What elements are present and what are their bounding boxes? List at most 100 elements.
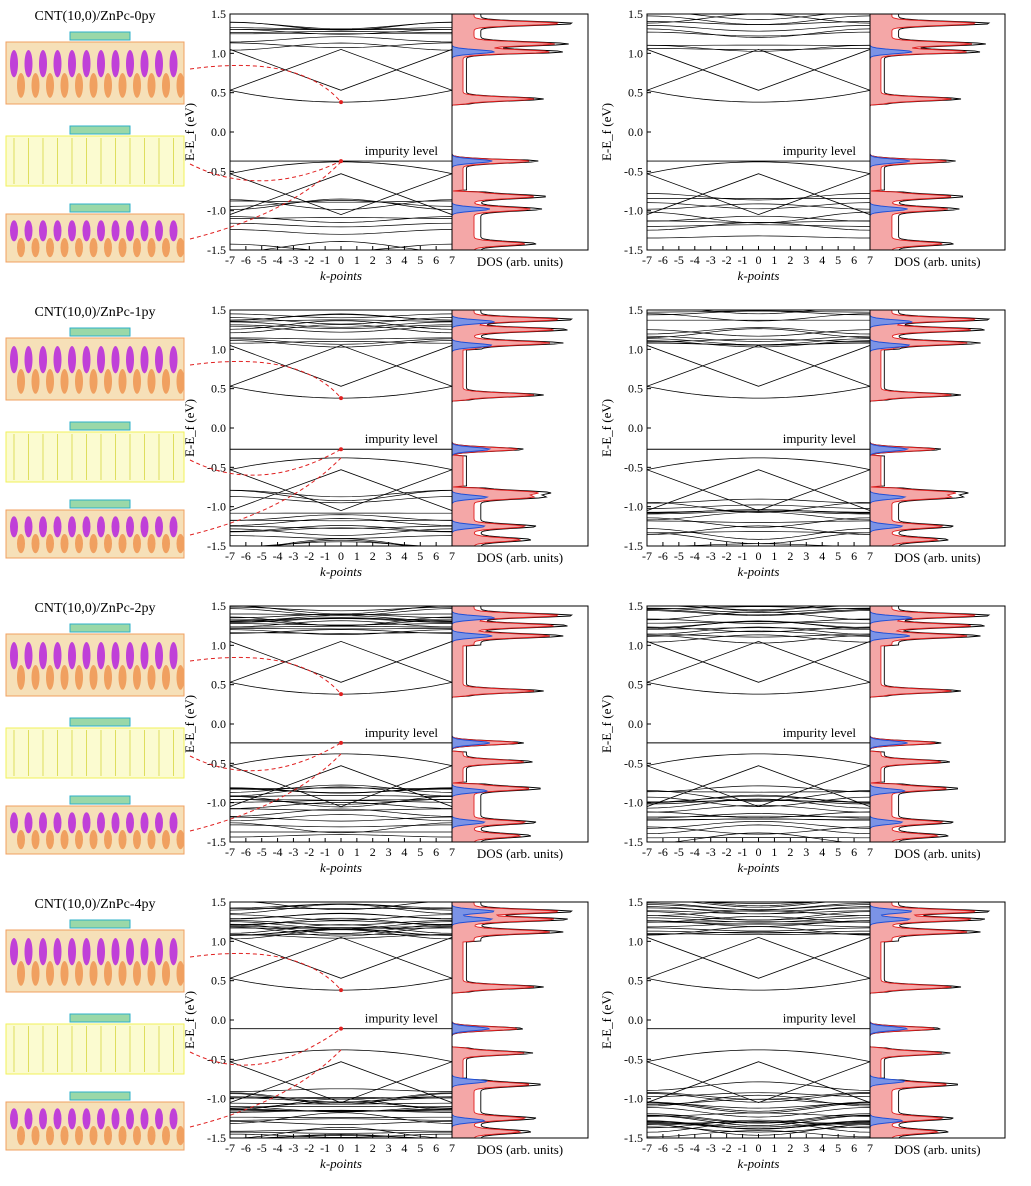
- x-tick-label: -1: [320, 549, 330, 563]
- y-tick-label: -0.5: [207, 756, 226, 770]
- panel-2-spin-up: 1.5 1.0 0.5 0.0 -0.5 -1.0 -1.5 E-E_f (eV) -7 -6 -5…: [5, 303, 589, 579]
- dense-band: [647, 933, 870, 936]
- x-tick-label: 6: [433, 253, 439, 267]
- dense-band: [230, 489, 452, 498]
- dense-band: [230, 795, 452, 797]
- x-tick-label: -3: [288, 549, 298, 563]
- dense-band: [230, 617, 452, 622]
- x-tick-label: 7: [867, 1141, 873, 1155]
- dense-band: [647, 1114, 870, 1124]
- x-tick-label: 3: [386, 1141, 392, 1155]
- x-tick-label: 2: [370, 1141, 376, 1155]
- y-axis-label: E-E_f (eV): [182, 399, 197, 457]
- y-tick-label: 1.0: [211, 46, 226, 60]
- molecular-structure-images: [5, 919, 185, 1151]
- dense-band: [230, 1109, 452, 1113]
- y-axis-label: E-E_f (eV): [182, 103, 197, 161]
- dense-band: [250, 541, 432, 546]
- dense-band: [230, 926, 452, 937]
- orbital-lobe: [104, 830, 112, 850]
- znpc-molecule: [69, 919, 131, 929]
- crossing-band: [230, 765, 452, 808]
- total-dos-outline: [870, 14, 991, 250]
- dense-band: [647, 1122, 870, 1130]
- total-dos-outline: [452, 310, 574, 546]
- orbital-lobe: [82, 50, 91, 78]
- x-tick-label: -2: [304, 549, 314, 563]
- y-tick-label: -1.0: [624, 1092, 643, 1106]
- x-tick-label: -4: [273, 253, 283, 267]
- dense-band: [647, 634, 870, 643]
- dense-band: [230, 1131, 452, 1134]
- dense-band: [230, 795, 452, 808]
- orbital-lobe: [169, 812, 178, 834]
- orbital-lobe: [104, 1126, 112, 1146]
- orbital-lobe: [60, 665, 69, 690]
- x-tick-label: -1: [738, 549, 748, 563]
- impurity-marker: [339, 159, 343, 164]
- y-tick-label: -0.5: [624, 164, 643, 178]
- pdos-blue: [870, 310, 913, 546]
- x-tick-label: 5: [835, 1141, 841, 1155]
- orbital-lobe: [10, 220, 18, 242]
- impurity-level-annotation: impurity level: [365, 431, 439, 446]
- orbital-lobe: [60, 961, 69, 986]
- dense-band: [647, 796, 870, 807]
- orbital-lobe: [75, 830, 83, 850]
- dense-band: [647, 528, 870, 540]
- x-tick-label: 5: [417, 253, 423, 267]
- x-tick-label: 0: [338, 253, 344, 267]
- dense-band: [647, 811, 870, 819]
- dos-axes-frame: [869, 901, 1006, 1139]
- y-tick-label: -1.5: [624, 835, 643, 849]
- orbital-lobe: [140, 50, 149, 78]
- dense-band: [647, 328, 870, 338]
- orbital-lobe: [53, 938, 62, 966]
- structure-title: CNT(10,0)/ZnPc-4py: [35, 897, 156, 912]
- pdos-blue: [452, 14, 495, 250]
- dense-band: [647, 799, 870, 805]
- dense-band: [230, 787, 452, 790]
- dense-band: [230, 527, 452, 533]
- y-tick-label: -1.0: [624, 500, 643, 514]
- dense-band: [230, 613, 452, 619]
- dos-axis-label: DOS (arb. units): [894, 846, 980, 861]
- orbital-lobe: [140, 812, 149, 834]
- x-tick-label: -7: [225, 253, 235, 267]
- x-tick-label: 3: [386, 549, 392, 563]
- valence-band: [647, 161, 870, 175]
- orbital-lobe: [147, 534, 156, 554]
- dos-panel: [870, 606, 991, 842]
- orbital-lobe: [31, 665, 40, 690]
- dos-axes-frame: [451, 901, 589, 1139]
- nanotube-lattice: [5, 135, 185, 187]
- orbital-lobe: [176, 534, 185, 554]
- y-tick-label: 0.5: [628, 86, 643, 100]
- molecular-structure-images: [5, 327, 185, 559]
- conduction-band: [647, 385, 870, 399]
- dense-band: [647, 15, 870, 25]
- orbital-lobe: [24, 516, 33, 538]
- dense-band: [230, 834, 452, 838]
- impurity-arrow: [189, 448, 342, 476]
- nanotube-lattice: [5, 727, 185, 779]
- x-tick-label: 5: [417, 1141, 423, 1155]
- dos-axes-frame: [451, 605, 589, 843]
- orbital-lobe: [169, 346, 178, 374]
- x-tick-label: -2: [304, 845, 314, 859]
- y-tick-label: 1.0: [628, 342, 643, 356]
- orbital-lobe: [31, 534, 40, 554]
- orbital-lobe: [89, 369, 98, 394]
- dense-band: [647, 818, 870, 821]
- x-tick-label: -4: [690, 1141, 700, 1155]
- dense-band: [230, 629, 452, 635]
- x-tick-label: -2: [304, 253, 314, 267]
- dense-band: [230, 340, 452, 348]
- orbital-lobe: [75, 238, 83, 258]
- orbital-lobe: [10, 346, 18, 374]
- x-tick-label: 0: [338, 1141, 344, 1155]
- orbital-lobe: [82, 642, 91, 670]
- dense-band: [230, 320, 452, 330]
- dense-band: [647, 1107, 870, 1118]
- orbital-lobe: [118, 238, 127, 258]
